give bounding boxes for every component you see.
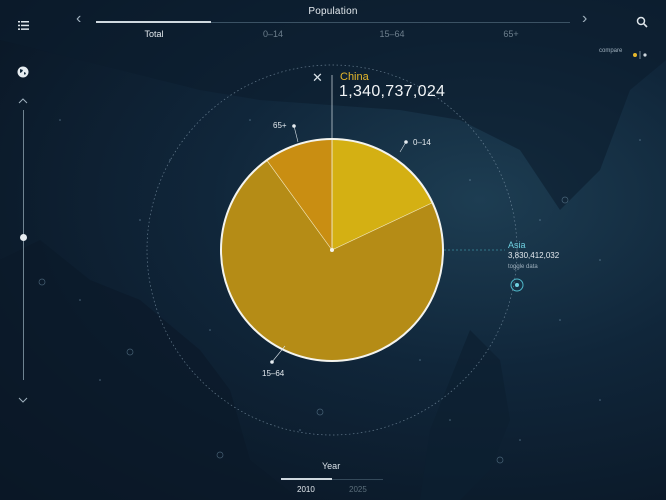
previous-metric-arrow[interactable]: ‹	[76, 10, 82, 27]
pie-center-dot	[330, 248, 334, 252]
asia-marker-ring[interactable]	[510, 278, 524, 292]
leader-0-14	[399, 141, 407, 153]
tab-15-64[interactable]: 15–64	[379, 29, 405, 39]
tab-total[interactable]: Total	[144, 29, 164, 39]
close-icon[interactable]: ✕	[312, 70, 323, 85]
asia-marker-dot[interactable]	[515, 283, 519, 287]
region-population: 3,830,412,032	[508, 251, 560, 260]
slice-label-15-64: 15–64	[262, 369, 285, 378]
top-bar: ‹ › Population Total 0–14 15–64 65+	[0, 0, 666, 46]
tab-active-indicator	[96, 21, 211, 23]
slice-label-0-14: 0–14	[413, 138, 431, 147]
timeline-rule	[281, 479, 383, 480]
outer-dotted-ring	[146, 64, 518, 436]
zoom-in-chevron-icon[interactable]	[18, 92, 28, 104]
timeline-active-indicator	[281, 478, 332, 480]
slice-label-65-plus: 65+	[273, 121, 287, 130]
menu-icon[interactable]	[18, 17, 29, 30]
leader-65-plus	[293, 125, 299, 143]
metric-title: Population	[308, 6, 358, 17]
globe-icon[interactable]	[17, 65, 29, 78]
toggle-data-link[interactable]: toggle data	[508, 264, 538, 270]
zoom-out-chevron-icon[interactable]	[18, 391, 28, 403]
year-2025[interactable]: 2025	[349, 485, 367, 494]
timeline-label: Year	[322, 461, 341, 471]
dot-65-plus	[292, 124, 296, 128]
compare-label: compare	[599, 48, 623, 54]
year-2010[interactable]: 2010	[297, 485, 315, 494]
country-population: 1,340,737,024	[339, 83, 446, 100]
country-name: China	[340, 71, 369, 83]
compare-toggle[interactable]	[631, 47, 651, 59]
leader-15-64	[271, 345, 286, 363]
zoom-slider-knob[interactable]	[20, 234, 27, 241]
search-icon[interactable]	[636, 15, 648, 28]
tab-0-14[interactable]: 0–14	[262, 29, 284, 39]
next-metric-arrow[interactable]: ›	[582, 10, 588, 27]
zoom-slider-track[interactable]	[23, 110, 24, 380]
region-name: Asia	[508, 240, 526, 250]
tab-rule	[96, 22, 570, 23]
tab-65-plus[interactable]: 65+	[503, 29, 519, 39]
dot-0-14	[404, 140, 408, 144]
dot-15-64	[270, 360, 274, 364]
